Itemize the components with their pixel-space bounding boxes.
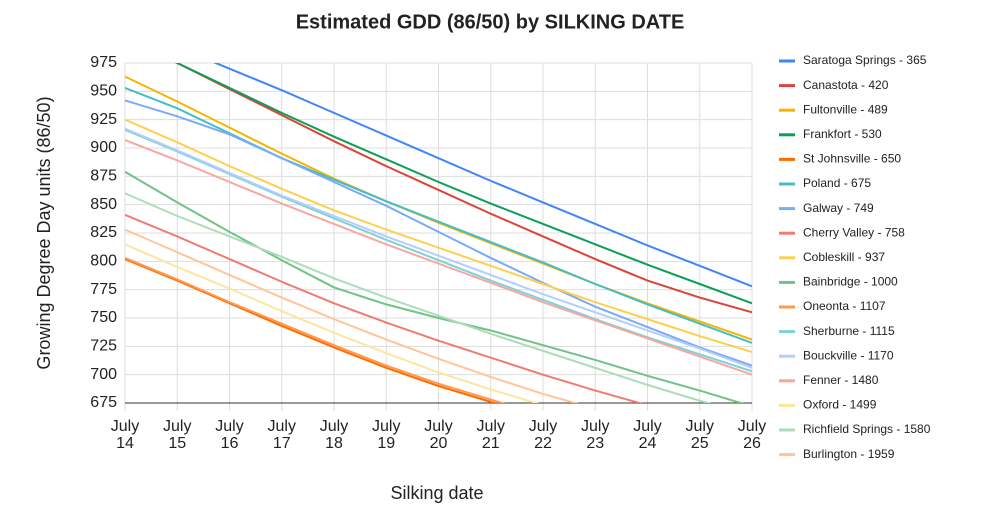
- legend-label: Burlington - 1959: [803, 447, 895, 461]
- legend-label: St Johnsville - 650: [803, 152, 901, 166]
- line-series: [125, 170, 745, 403]
- x-axis-label: Silking date: [390, 483, 483, 503]
- y-tick-label: 975: [90, 54, 117, 71]
- plot-lines: [125, 63, 752, 403]
- y-tick-label: 700: [90, 366, 117, 383]
- line-series: [125, 87, 752, 344]
- y-axis-label: Growing Degree Day units (86/50): [34, 96, 54, 369]
- y-tick-label: 825: [90, 224, 117, 241]
- y-tick-label: 750: [90, 309, 117, 326]
- line-series: [125, 127, 752, 369]
- y-tick-label: 800: [90, 253, 117, 270]
- x-tick-label: July 15: [163, 418, 192, 452]
- line-series: [125, 99, 752, 367]
- legend-label: Oxford - 1499: [803, 398, 877, 412]
- legend-label: Cobleskill - 937: [803, 250, 885, 264]
- legend-label: Fenner - 1480: [803, 373, 879, 387]
- y-tick-label: 675: [90, 394, 117, 411]
- y-tick-label: 775: [90, 281, 117, 298]
- x-tick-label: July 14: [110, 418, 140, 452]
- legend-label: Poland - 675: [803, 176, 871, 190]
- y-tick-label: 850: [90, 196, 117, 213]
- line-series: [125, 258, 498, 403]
- legend-label: Galway - 749: [803, 201, 874, 215]
- line-series: [125, 243, 539, 403]
- x-tick-label: July 21: [476, 418, 505, 452]
- legend-label: Richfield Springs - 1580: [803, 422, 931, 436]
- x-tick-label: July 26: [737, 418, 767, 452]
- legend-label: Cherry Valley - 758: [803, 225, 905, 239]
- x-tick-label: July 17: [267, 418, 296, 452]
- y-tick-label: 925: [90, 111, 117, 128]
- legend-label: Oneonta - 1107: [803, 299, 886, 313]
- legend-label: Bouckville - 1170: [803, 348, 894, 362]
- legend-label: Fultonville - 489: [803, 102, 888, 116]
- y-tick-label: 900: [90, 139, 117, 156]
- x-tick-label: July 23: [581, 418, 610, 452]
- x-tick-label: July 19: [372, 418, 401, 452]
- line-series: [125, 139, 752, 376]
- line-series: [174, 63, 752, 314]
- line-series: [125, 128, 752, 373]
- line-series: [125, 192, 712, 403]
- x-tick-label: July 20: [424, 418, 453, 452]
- y-tick-label: 725: [90, 338, 117, 355]
- line-series: [213, 63, 752, 288]
- legend-label: Bainbridge - 1000: [803, 275, 898, 289]
- x-tick-label: July 22: [528, 418, 558, 452]
- y-tick-label: 950: [90, 83, 117, 100]
- line-series: [125, 118, 752, 353]
- line-series: [175, 63, 752, 305]
- y-tick-label: 875: [90, 168, 117, 185]
- x-tick-label: July 25: [685, 418, 714, 452]
- legend-label: Frankfort - 530: [803, 127, 882, 141]
- line-series: [125, 213, 644, 403]
- line-series: [125, 75, 752, 341]
- line-series: [125, 228, 579, 403]
- legend-label: Saratoga Springs - 365: [803, 53, 927, 67]
- legend-label: Canastota - 420: [803, 78, 889, 92]
- line-series: [125, 257, 506, 403]
- chart-title: Estimated GDD (86/50) by SILKING DATE: [296, 11, 685, 33]
- x-tick-label: July 24: [633, 418, 662, 452]
- legend-label: Sherburne - 1115: [803, 324, 895, 338]
- x-tick-label: July 18: [319, 418, 349, 452]
- x-tick-label: July 16: [215, 418, 244, 452]
